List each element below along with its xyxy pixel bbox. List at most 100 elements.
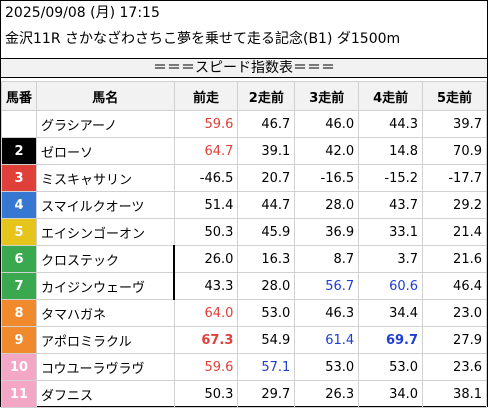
col-header-name: 馬名 [36,81,175,111]
table-row: 11 ダフニス 50.3 29.7 26.3 34.0 38.1 [1,380,487,408]
index-value: -15.2 [358,164,424,192]
horse-name: タマハガネ [36,299,175,327]
index-value: 64.0 [173,299,239,327]
index-value: 34.0 [358,380,424,408]
index-value: 8.7 [294,245,360,273]
table-row: 5 エイシンゴーオン 50.3 45.9 36.9 33.1 21.4 [1,218,487,246]
horse-number: 7 [1,272,37,300]
horse-number: 4 [1,191,37,219]
index-value: 64.7 [173,137,239,165]
race-datetime: 2025/09/08 (月) 17:15 [5,5,160,21]
index-value: 61.4 [294,326,360,354]
index-value: 38.1 [422,380,487,408]
index-value: 46.0 [294,110,360,138]
index-value: 29.7 [237,380,296,408]
index-value: 46.4 [422,272,487,300]
table-row: 4 スマイルクオーツ 51.4 44.7 28.0 43.7 29.2 [1,191,487,219]
index-value: 26.0 [173,245,239,273]
table-row: 10 コウユーラヴラヴ 59.6 57.1 53.0 53.0 23.6 [1,353,487,381]
table-row: 9 アポロミラクル 67.3 54.9 61.4 69.7 27.9 [1,326,487,354]
horse-number: 8 [1,299,37,327]
table-row: 7 カイジンウェーヴ 43.3 28.0 56.7 60.6 46.4 [1,272,487,300]
index-value: 46.7 [237,110,296,138]
index-value: 45.9 [237,218,296,246]
horse-name: クロステック [36,245,175,273]
index-value: 23.0 [422,299,487,327]
index-value: 50.3 [173,380,239,408]
col-header-number: 馬番 [1,81,37,111]
index-value: 29.2 [422,191,487,219]
table-row: 2 ゼローソ 64.7 39.1 42.0 14.8 70.9 [1,137,487,165]
horse-number: 3 [1,164,37,192]
index-value: 33.1 [358,218,424,246]
index-value: 57.1 [237,353,296,381]
race-title: 金沢11R さかなざわさちこ夢を乗せて走る記念(B1) ダ1500m [5,31,401,47]
index-value: 70.9 [422,137,487,165]
col-header-3-races-ago: 3走前 [294,81,360,111]
horse-number: 10 [1,353,37,381]
table-row: 3 ミスキャサリン -46.5 20.7 -16.5 -15.2 -17.7 [1,164,487,192]
index-value: 28.0 [294,191,360,219]
index-value: 54.9 [237,326,296,354]
horse-number: 9 [1,326,37,354]
index-value: 59.6 [173,110,239,138]
index-value: 42.0 [294,137,360,165]
index-value: -17.7 [422,164,487,192]
index-value: 44.7 [237,191,296,219]
col-header-5-races-ago: 5走前 [422,81,487,111]
index-value: 36.9 [294,218,360,246]
index-value: 3.7 [358,245,424,273]
index-value: 39.7 [422,110,487,138]
horse-name: アポロミラクル [36,326,175,354]
horse-number: 2 [1,137,37,165]
index-value: 23.6 [422,353,487,381]
col-header-4-races-ago: 4走前 [358,81,424,111]
horse-name: カイジンウェーヴ [36,272,175,300]
horse-number: 11 [1,380,37,408]
index-value: 60.6 [358,272,424,300]
horse-name: ダフニス [36,380,175,408]
col-header-2-races-ago: 2走前 [237,81,296,111]
index-value: 51.4 [173,191,239,219]
index-value: 69.7 [358,326,424,354]
table-row: 6 クロステック 26.0 16.3 8.7 3.7 21.6 [1,245,487,273]
horse-number: 1 [1,110,37,138]
index-value: 53.0 [237,299,296,327]
horse-number: 5 [1,218,37,246]
index-value: 59.6 [173,353,239,381]
index-value: 28.0 [237,272,296,300]
index-value: 34.4 [358,299,424,327]
table-header-row: 馬番 馬名 前走 2走前 3走前 4走前 5走前 [1,81,487,111]
index-value: 43.3 [173,272,239,300]
index-value: 43.7 [358,191,424,219]
horse-name: ゼローソ [36,137,175,165]
col-header-last-race: 前走 [173,81,239,111]
horse-name: スマイルクオーツ [36,191,175,219]
index-value: -16.5 [294,164,360,192]
table-subtitle: ＝＝＝スピード指数表＝＝＝ [1,58,487,78]
index-value: 67.3 [173,326,239,354]
index-value: 53.0 [294,353,360,381]
index-value: 14.8 [358,137,424,165]
index-value: 26.3 [294,380,360,408]
index-value: 21.4 [422,218,487,246]
index-value: 53.0 [358,353,424,381]
horse-number: 6 [1,245,37,273]
horse-name: グラシアーノ [36,110,175,138]
index-value: 50.3 [173,218,239,246]
speed-index-table: 馬番 馬名 前走 2走前 3走前 4走前 5走前 1 グラシアーノ 59.6 4… [1,81,487,408]
horse-name: コウユーラヴラヴ [36,353,175,381]
table-row: 8 タマハガネ 64.0 53.0 46.3 34.4 23.0 [1,299,487,327]
index-value: 44.3 [358,110,424,138]
horse-name: エイシンゴーオン [36,218,175,246]
index-value: 21.6 [422,245,487,273]
horse-name: ミスキャサリン [36,164,175,192]
index-value: 56.7 [294,272,360,300]
table-row: 1 グラシアーノ 59.6 46.7 46.0 44.3 39.7 [1,110,487,138]
index-value: 20.7 [237,164,296,192]
index-value: 39.1 [237,137,296,165]
index-value: 46.3 [294,299,360,327]
index-value: 16.3 [237,245,296,273]
index-value: 27.9 [422,326,487,354]
